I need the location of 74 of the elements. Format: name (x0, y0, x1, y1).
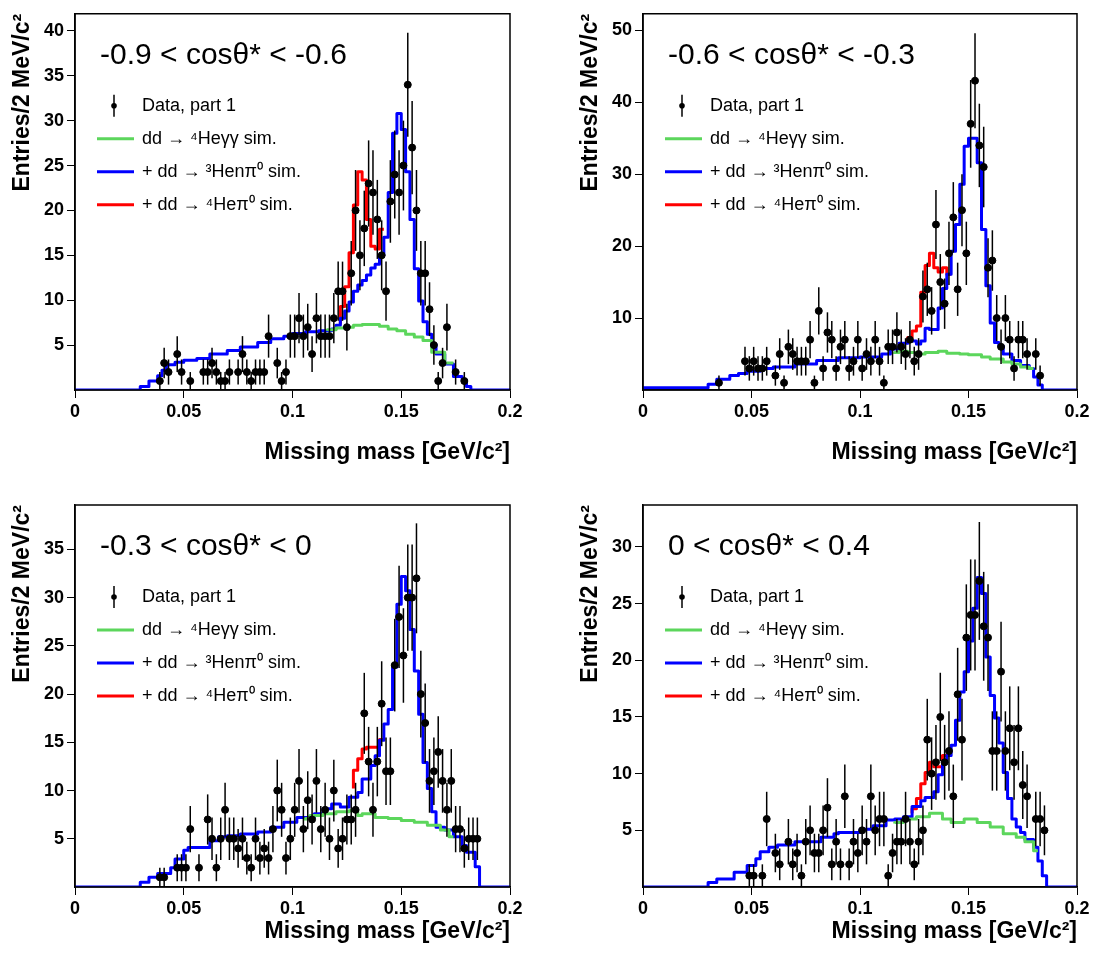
legend-label: + dd → ³Henπ⁰ sim. (710, 651, 869, 672)
y-tick-label: 30 (611, 535, 632, 556)
y-tick-label: 10 (611, 762, 632, 783)
y-tick-label: 5 (621, 819, 632, 840)
x-tick-label: 0.1 (279, 897, 306, 918)
legend-label: + dd → ⁴Heπ⁰ sim. (710, 193, 861, 214)
x-tick-label: 0.2 (497, 897, 523, 918)
y-tick-label: 25 (611, 592, 632, 613)
y-tick-label: 10 (43, 289, 64, 310)
y-tick-label: 10 (43, 779, 64, 800)
y-tick-label: 20 (43, 199, 64, 220)
text: 0 < cosθ* < 0.4 (668, 528, 870, 561)
legend-label: + dd → ³Henπ⁰ sim. (710, 160, 869, 181)
x-tick-label: 0.05 (733, 897, 770, 918)
x-tick-label: 0.1 (847, 400, 873, 421)
y-axis-title: Entries/2 MeV/c² (576, 504, 603, 683)
y-tick-label: 25 (43, 154, 64, 175)
y-axis-title: Entries/2 MeV/c² (8, 13, 35, 192)
x-tick-label: 0.05 (166, 897, 202, 918)
y-tick-label: 20 (611, 235, 632, 256)
x-tick-label: 0.15 (950, 400, 987, 421)
x-tick-label: 0.05 (733, 400, 770, 421)
x-tick-label: 0 (637, 400, 649, 421)
x-axis-title: Missing mass [GeV/c²] (264, 916, 510, 943)
legend-label: dd → ⁴Heγγ sim. (710, 127, 845, 148)
x-tick-label: 0.1 (847, 897, 873, 918)
y-tick-label: 40 (43, 19, 64, 40)
legend-label: + dd → ⁴Heπ⁰ sim. (142, 684, 293, 705)
y-tick-label: 30 (43, 586, 64, 607)
x-tick-label: 0.2 (1064, 400, 1090, 421)
legend-label: + dd → ³Henπ⁰ sim. (142, 651, 301, 672)
y-tick-label: 15 (43, 731, 64, 752)
y-tick-label: 15 (43, 244, 64, 265)
x-tick-label: 0.2 (497, 400, 523, 421)
y-tick-label: 20 (611, 649, 632, 670)
y-axis-title: Entries/2 MeV/c² (576, 13, 603, 192)
legend-label: Data, part 1 (710, 94, 805, 115)
legend-label: Data, part 1 (142, 94, 237, 115)
y-tick-label: 20 (43, 683, 64, 704)
legend-label: + dd → ⁴Heπ⁰ sim. (710, 684, 861, 705)
y-tick-label: 30 (43, 109, 64, 130)
x-tick-label: 0.15 (383, 400, 419, 421)
x-tick-label: 0.05 (166, 400, 202, 421)
y-tick-label: 5 (53, 334, 64, 355)
x-tick-label: 0 (69, 400, 81, 421)
text: -0.9 < cosθ* < -0.6 (100, 36, 347, 70)
x-tick-label: 0.15 (383, 897, 419, 918)
legend-label: dd → ⁴Heγγ sim. (142, 127, 277, 148)
legend-label: Data, part 1 (142, 585, 237, 606)
x-tick-label: 0.15 (950, 897, 987, 918)
y-tick-label: 40 (611, 91, 632, 112)
text: -0.6 < cosθ* < -0.3 (668, 36, 915, 70)
y-tick-label: 25 (43, 634, 64, 655)
legend-label: + dd → ³Henπ⁰ sim. (142, 160, 301, 181)
legend-label: Data, part 1 (710, 585, 805, 606)
legend-label: dd → ⁴Heγγ sim. (142, 618, 277, 639)
x-axis-title: Missing mass [GeV/c²] (831, 916, 1077, 943)
x-axis-title: Missing mass [GeV/c²] (264, 437, 510, 464)
y-tick-label: 15 (611, 705, 632, 726)
text: -0.3 < cosθ* < 0 (100, 528, 312, 561)
y-tick-label: 50 (611, 19, 632, 40)
legend-label: + dd → ⁴Heπ⁰ sim. (142, 193, 293, 214)
x-axis-title: Missing mass [GeV/c²] (831, 437, 1077, 464)
x-tick-label: 0.1 (279, 400, 306, 421)
x-tick-label: 0 (637, 897, 649, 918)
legend-label: dd → ⁴Heγγ sim. (710, 618, 845, 639)
x-tick-label: 0.2 (1064, 897, 1090, 918)
y-axis-title: Entries/2 MeV/c² (8, 504, 35, 683)
y-tick-label: 30 (611, 163, 632, 184)
y-tick-label: 35 (43, 538, 64, 559)
x-tick-label: 0 (69, 897, 81, 918)
y-tick-label: 5 (53, 827, 64, 848)
y-tick-label: 35 (43, 64, 64, 85)
y-tick-label: 10 (611, 307, 632, 328)
